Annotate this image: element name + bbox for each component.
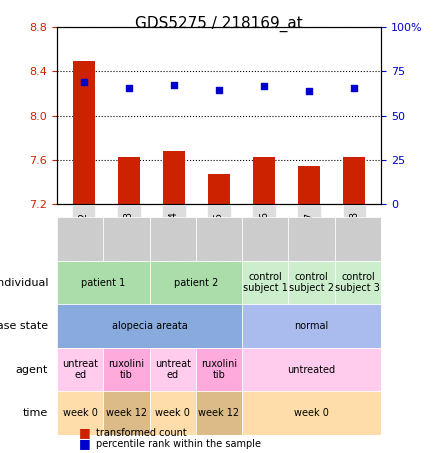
Bar bbox=[253, 158, 275, 204]
Point bbox=[81, 79, 88, 86]
FancyBboxPatch shape bbox=[196, 391, 242, 435]
Text: GDS5275 / 218169_at: GDS5275 / 218169_at bbox=[135, 16, 303, 32]
Text: agent: agent bbox=[16, 365, 48, 375]
FancyBboxPatch shape bbox=[242, 391, 381, 435]
FancyBboxPatch shape bbox=[196, 217, 242, 261]
FancyBboxPatch shape bbox=[335, 217, 381, 261]
Text: untreat
ed: untreat ed bbox=[155, 359, 191, 381]
Text: patient 2: patient 2 bbox=[173, 278, 218, 288]
FancyBboxPatch shape bbox=[149, 217, 196, 261]
Text: ruxolini
tib: ruxolini tib bbox=[201, 359, 237, 381]
Text: week 0: week 0 bbox=[294, 408, 329, 418]
Text: individual: individual bbox=[0, 278, 48, 288]
Text: control
subject 2: control subject 2 bbox=[289, 272, 334, 294]
Text: time: time bbox=[23, 408, 48, 418]
FancyBboxPatch shape bbox=[242, 261, 289, 304]
Text: patient 1: patient 1 bbox=[81, 278, 125, 288]
FancyBboxPatch shape bbox=[57, 348, 103, 391]
Point bbox=[215, 87, 223, 94]
FancyBboxPatch shape bbox=[242, 217, 289, 261]
FancyBboxPatch shape bbox=[103, 391, 149, 435]
Point bbox=[261, 82, 268, 89]
FancyBboxPatch shape bbox=[57, 391, 103, 435]
Text: week 12: week 12 bbox=[106, 408, 147, 418]
FancyBboxPatch shape bbox=[103, 348, 149, 391]
Text: ruxolini
tib: ruxolini tib bbox=[108, 359, 145, 381]
FancyBboxPatch shape bbox=[149, 261, 242, 304]
Bar bbox=[73, 62, 95, 204]
Text: transformed count: transformed count bbox=[96, 428, 187, 438]
Text: percentile rank within the sample: percentile rank within the sample bbox=[96, 439, 261, 449]
FancyBboxPatch shape bbox=[57, 217, 103, 261]
FancyBboxPatch shape bbox=[57, 261, 149, 304]
FancyBboxPatch shape bbox=[242, 348, 381, 391]
Bar bbox=[208, 174, 230, 204]
Point bbox=[170, 81, 177, 88]
Text: untreat
ed: untreat ed bbox=[62, 359, 98, 381]
FancyBboxPatch shape bbox=[57, 304, 242, 348]
Text: untreated: untreated bbox=[287, 365, 336, 375]
FancyBboxPatch shape bbox=[149, 391, 196, 435]
Text: normal: normal bbox=[294, 321, 329, 331]
Point bbox=[306, 87, 313, 95]
Bar bbox=[163, 151, 185, 204]
Text: control
subject 3: control subject 3 bbox=[336, 272, 380, 294]
FancyBboxPatch shape bbox=[103, 217, 149, 261]
Text: week 12: week 12 bbox=[198, 408, 240, 418]
FancyBboxPatch shape bbox=[289, 217, 335, 261]
Text: ■: ■ bbox=[79, 426, 91, 439]
Bar bbox=[343, 158, 365, 204]
Text: ■: ■ bbox=[79, 438, 91, 450]
Text: alopecia areata: alopecia areata bbox=[112, 321, 187, 331]
Bar bbox=[298, 166, 320, 204]
FancyBboxPatch shape bbox=[335, 261, 381, 304]
Text: week 0: week 0 bbox=[63, 408, 98, 418]
Point bbox=[125, 84, 132, 92]
Text: disease state: disease state bbox=[0, 321, 48, 331]
Point bbox=[350, 84, 357, 92]
FancyBboxPatch shape bbox=[289, 261, 335, 304]
FancyBboxPatch shape bbox=[149, 348, 196, 391]
FancyBboxPatch shape bbox=[242, 304, 381, 348]
FancyBboxPatch shape bbox=[196, 348, 242, 391]
Text: control
subject 1: control subject 1 bbox=[243, 272, 288, 294]
Text: week 0: week 0 bbox=[155, 408, 190, 418]
Bar bbox=[118, 158, 140, 204]
